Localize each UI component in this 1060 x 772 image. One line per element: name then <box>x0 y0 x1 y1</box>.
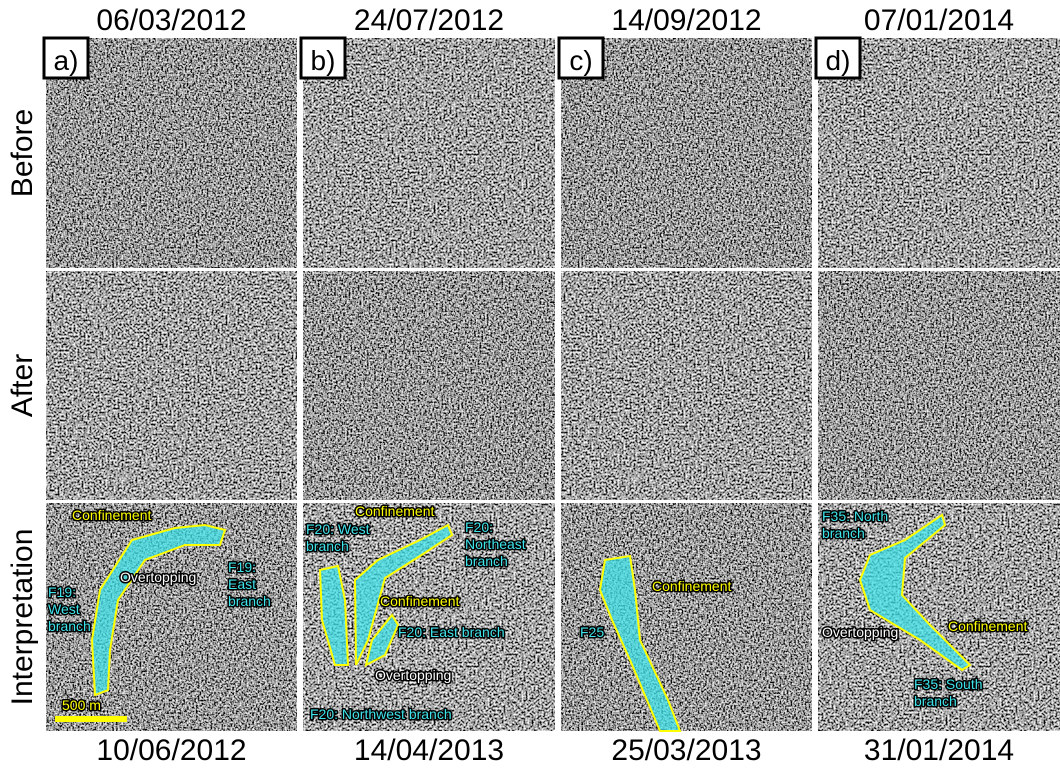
after-date: 14/04/2013 <box>354 734 504 767</box>
row-label: Interpretation <box>6 529 39 706</box>
annotation: East <box>228 576 256 592</box>
annotation: branch <box>228 593 271 609</box>
annotation: F20: Northwest branch <box>310 706 452 722</box>
annotation: Overtopping <box>822 624 898 640</box>
after-date: 25/03/2013 <box>611 734 761 767</box>
sar-image <box>818 503 1060 731</box>
annotation: F35: North <box>822 508 888 524</box>
scale-bar-label: 500 m <box>62 697 101 713</box>
annotation: branch <box>48 618 91 634</box>
sar-image <box>818 271 1060 500</box>
annotation: branch <box>465 553 508 569</box>
before-date: 07/01/2014 <box>864 4 1014 37</box>
annotation: F20: West <box>306 521 370 537</box>
annotation: Confinement <box>652 578 731 594</box>
panel-label-box <box>814 36 862 80</box>
annotation: Confinement <box>72 507 151 523</box>
annotation: Confinement <box>948 618 1027 634</box>
annotation: branch <box>822 525 865 541</box>
sar-image <box>46 271 297 500</box>
annotation: F25 <box>580 624 604 640</box>
row-label: Before <box>6 109 39 197</box>
annotation: F20: <box>465 519 493 535</box>
sar-image <box>561 271 812 500</box>
annotation: F19: <box>228 559 256 575</box>
sar-image <box>303 271 555 500</box>
annotation: Overtopping <box>120 569 196 585</box>
annotation: Northeast <box>465 536 526 552</box>
annotation: branch <box>306 538 349 554</box>
panel-label-box <box>557 36 605 80</box>
row-label: After <box>6 354 39 417</box>
panel-label-box <box>299 36 347 80</box>
before-date: 06/03/2012 <box>96 4 246 37</box>
before-date: 14/09/2012 <box>611 4 761 37</box>
annotation: F35: South <box>914 676 983 692</box>
annotation: Confinement <box>355 503 434 519</box>
annotation: Overtopping <box>375 667 451 683</box>
scale-bar <box>55 716 127 722</box>
after-date: 10/06/2012 <box>96 734 246 767</box>
annotation: F20: East branch <box>398 624 505 640</box>
after-date: 31/01/2014 <box>864 734 1014 767</box>
annotation: Confinement <box>380 593 459 609</box>
panel-label-box <box>42 36 90 80</box>
annotation: F19: <box>48 584 76 600</box>
panel-label: a) <box>54 45 79 76</box>
annotation: branch <box>914 693 957 709</box>
flow-outlines <box>90 513 972 732</box>
panel-label: d) <box>826 45 851 76</box>
annotation: West <box>48 601 80 617</box>
before-date: 24/07/2012 <box>354 4 504 37</box>
panel-label: c) <box>569 45 592 76</box>
sar-image <box>561 503 812 731</box>
panel-label: b) <box>311 45 336 76</box>
